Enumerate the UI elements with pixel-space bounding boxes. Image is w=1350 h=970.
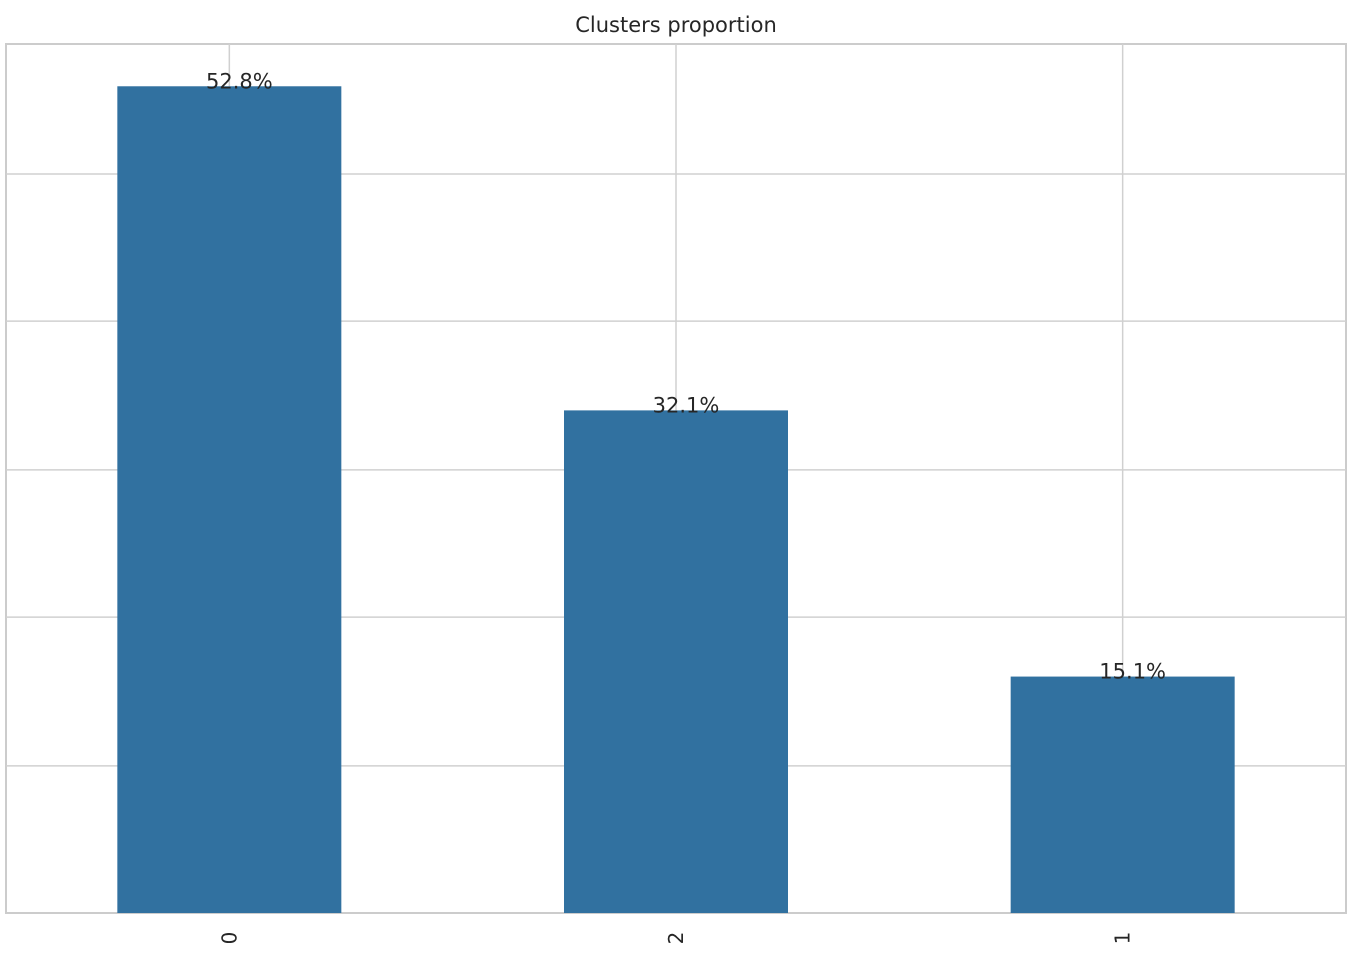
x-tick-label-2: 2 xyxy=(664,932,688,945)
data-labels: 52.8% 32.1% 15.1% xyxy=(206,69,1166,683)
bar-2 xyxy=(564,410,788,913)
bar-1 xyxy=(1010,676,1235,913)
x-tick-label-0: 0 xyxy=(217,932,241,945)
bar-0 xyxy=(117,86,342,913)
x-axis-tick-labels: 0 2 1 xyxy=(217,932,1134,945)
data-label-0: 52.8% xyxy=(206,69,273,93)
data-label-1: 15.1% xyxy=(1099,660,1166,684)
data-label-2: 32.1% xyxy=(653,393,720,417)
chart-title: Clusters proportion xyxy=(575,13,777,37)
bars xyxy=(117,86,1235,913)
x-tick-label-1: 1 xyxy=(1111,932,1135,945)
